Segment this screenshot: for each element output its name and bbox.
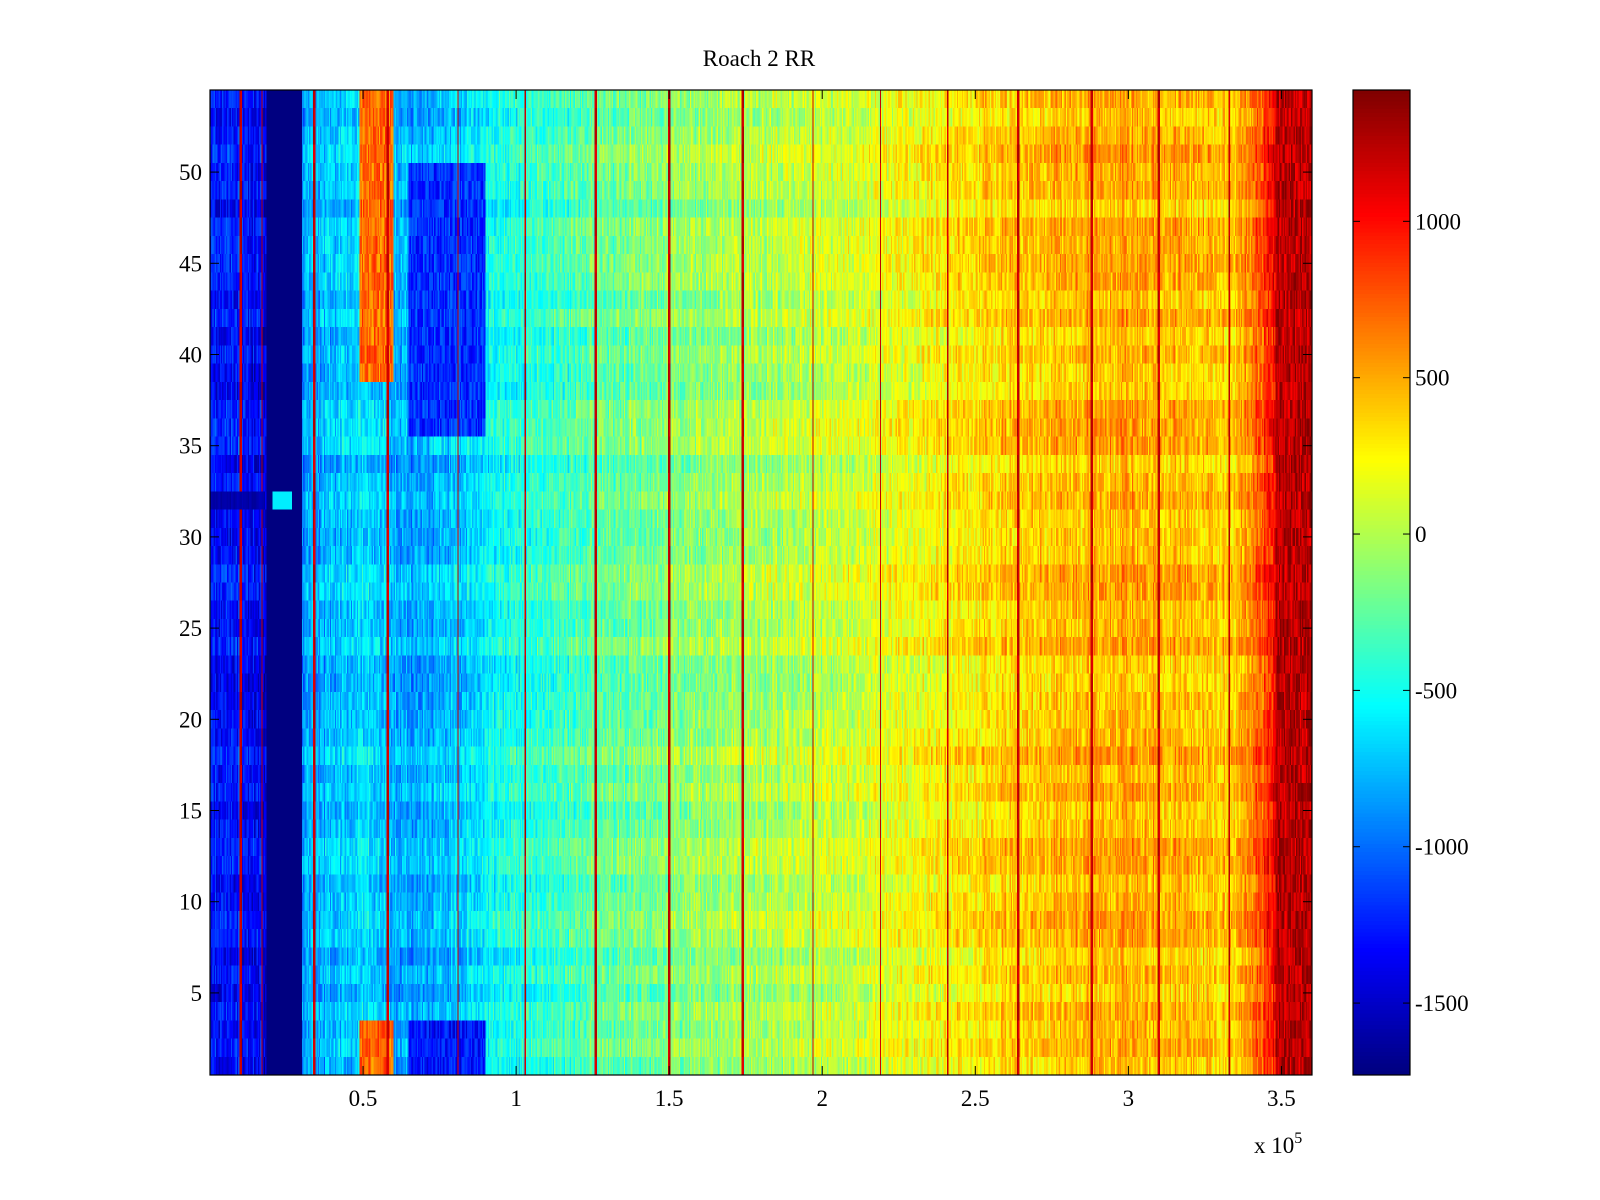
colorbar-tick-label: 500: [1415, 366, 1450, 391]
x-axis: 0.5 1 1.5 2 2.5 3 3.5: [349, 90, 1296, 1111]
x-axis-multiplier-base: x 10: [1254, 1133, 1294, 1158]
x-tick-label: 1: [510, 1086, 522, 1111]
y-tick-label: 30: [179, 525, 202, 550]
y-tick-label: 25: [179, 616, 202, 641]
x-tick-label: 3.5: [1267, 1086, 1296, 1111]
colorbar-tick-label: -500: [1415, 678, 1457, 703]
colorbar-ticks: 1000 500 0 -500 -1000 -1500: [1353, 209, 1469, 1016]
plot-frame: [209, 89, 1313, 1076]
y-tick-label: 15: [179, 799, 202, 824]
colorbar-tick-label: -1500: [1415, 991, 1469, 1016]
x-axis-multiplier-exponent: 5: [1294, 1130, 1302, 1147]
colorbar-tick-label: 0: [1415, 522, 1427, 547]
heatmap-plot-area: [209, 89, 1313, 1076]
y-tick-label: 35: [179, 434, 202, 459]
colorbar-tick-label: 1000: [1415, 209, 1461, 234]
x-axis-multiplier: x 105: [1254, 1130, 1302, 1158]
colorbar-gradient: [1353, 90, 1410, 1075]
x-tick-label: 3: [1123, 1086, 1135, 1111]
x-tick-label: 1.5: [655, 1086, 684, 1111]
x-tick-label: 0.5: [349, 1086, 378, 1111]
y-tick-label: 50: [179, 160, 202, 185]
y-tick-label: 45: [179, 251, 202, 276]
chart-title: Roach 2 RR: [703, 46, 816, 71]
x-tick-label: 2.5: [961, 1086, 990, 1111]
heatmap-image: [210, 90, 1312, 1075]
x-tick-label: 2: [816, 1086, 828, 1111]
y-tick-label: 10: [179, 890, 202, 915]
y-axis: 5 10 15 20 25 30 35 40 45 50: [179, 160, 1312, 1006]
colorbar-tick-label: -1000: [1415, 835, 1469, 860]
colorbar-frame: [1352, 89, 1411, 1076]
y-tick-label: 40: [179, 342, 202, 367]
colorbar: 1000 500 0 -500 -1000 -1500: [1352, 89, 1469, 1076]
y-tick-label: 20: [179, 707, 202, 732]
y-tick-label: 5: [191, 981, 203, 1006]
